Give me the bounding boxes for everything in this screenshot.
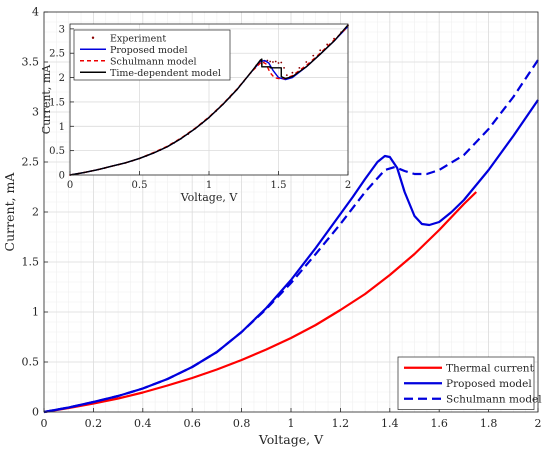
inset-legend-marker-experiment	[91, 36, 95, 39]
inset-y-tick-label: 0	[59, 171, 65, 182]
inset-x-tick-label: 0	[67, 180, 73, 191]
inset-y-tick-label: 2	[59, 73, 65, 84]
main-x-tick-label: 0.8	[233, 417, 251, 430]
main-x-axis-label: Voltage, V	[258, 432, 324, 447]
main-x-tick-label: 0.6	[183, 417, 201, 430]
main-y-axis-label: Current, mA	[2, 172, 17, 252]
inset-point-experiment	[285, 74, 288, 77]
main-legend-label-proposed-model: Proposed model	[446, 378, 532, 390]
inset-x-axis-label: Voltage, V	[180, 191, 239, 204]
main-legend: Thermal current Proposed model Schulmann m…	[397, 356, 542, 410]
inset-point-experiment	[277, 62, 280, 64]
inset-point-experiment	[298, 66, 301, 69]
main-legend-label-schulmann-model: Schulmann model	[446, 393, 542, 405]
inset-x-tick-label: 0.5	[132, 180, 148, 191]
inset-y-tick-label: 3	[59, 24, 65, 35]
inset-series-time-dependent-model	[69, 24, 349, 176]
inset-point-experiment	[280, 61, 283, 64]
main-x-tick-label: 0.2	[85, 417, 103, 430]
main-y-tick-label: 4	[32, 6, 39, 19]
inset-x-tick-label: 1	[206, 180, 212, 191]
main-series-schulmann-model	[43, 59, 539, 414]
inset-legend-label-proposed-model: Proposed model	[110, 45, 188, 56]
inset-x-tick-label: 2	[345, 180, 351, 191]
inset-point-experiment	[266, 59, 269, 62]
main-y-tick-label: 2	[32, 206, 39, 219]
main-series-group	[43, 59, 539, 414]
main-y-tick-label: 3.5	[22, 56, 40, 69]
inset-chart: 0 0.5 1 1.5 2 0 0.5 1 1.5 2 2.5 3 Voltage, V Current,…	[40, 23, 351, 204]
inset-legend-label-time-dependent-model: Time-dependent model	[110, 68, 221, 79]
main-y-tick-label: 1.5	[22, 256, 40, 269]
main-x-tick-label: 2	[535, 417, 542, 430]
inset-point-experiment	[274, 60, 277, 63]
main-x-tick-label: 1	[288, 417, 295, 430]
inset-series-group	[69, 24, 349, 176]
main-x-tick-label: 0	[41, 417, 48, 430]
main-y-tick-label: 2.5	[22, 156, 40, 169]
inset-point-experiment	[283, 66, 285, 69]
inset-y-tick-label: 1.5	[49, 97, 65, 108]
inset-point-experiment	[305, 61, 308, 63]
main-y-tick-label: 0.5	[22, 356, 40, 369]
inset-legend-label-experiment: Experiment	[110, 33, 166, 44]
main-ticks: 0 0.2 0.4 0.6 0.8 1 1.2 1.4 1.6 1.8 2 0 0.5 1 1.5 2 2.5 3…	[22, 6, 542, 431]
main-x-tick-label: 0.4	[134, 417, 152, 430]
inset-point-experiment	[291, 71, 294, 74]
inset-point-experiment	[272, 61, 274, 63]
inset-ticks: 0 0.5 1 1.5 2 0 0.5 1 1.5 2 2.5 3	[49, 24, 351, 191]
inset-point-experiment	[312, 54, 315, 57]
inset-y-tick-label: 0.5	[49, 146, 65, 157]
inset-legend-label-schulmann-model: Schulmann model	[110, 56, 197, 67]
inset-point-experiment	[326, 43, 329, 46]
main-x-tick-label: 1.4	[381, 417, 399, 430]
inset-point-experiment	[269, 60, 272, 63]
inset-y-tick-label: 1	[59, 122, 65, 133]
main-legend-box	[397, 356, 535, 410]
main-x-tick-label: 1.6	[430, 417, 448, 430]
inset-y-tick-label: 2.5	[49, 49, 65, 60]
main-x-tick-label: 1.2	[332, 417, 350, 430]
main-legend-label-thermal-current: Thermal current	[446, 362, 535, 374]
main-y-tick-label: 1	[32, 306, 39, 319]
inset-point-experiment	[319, 49, 322, 52]
main-x-tick-label: 1.8	[480, 417, 498, 430]
main-y-tick-label: 0	[32, 406, 39, 419]
main-y-tick-label: 3	[32, 106, 39, 119]
inset-x-tick-label: 1.5	[271, 180, 287, 191]
inset-y-axis-label: Current, mA	[40, 64, 53, 134]
main-series-thermal-current	[43, 191, 478, 414]
